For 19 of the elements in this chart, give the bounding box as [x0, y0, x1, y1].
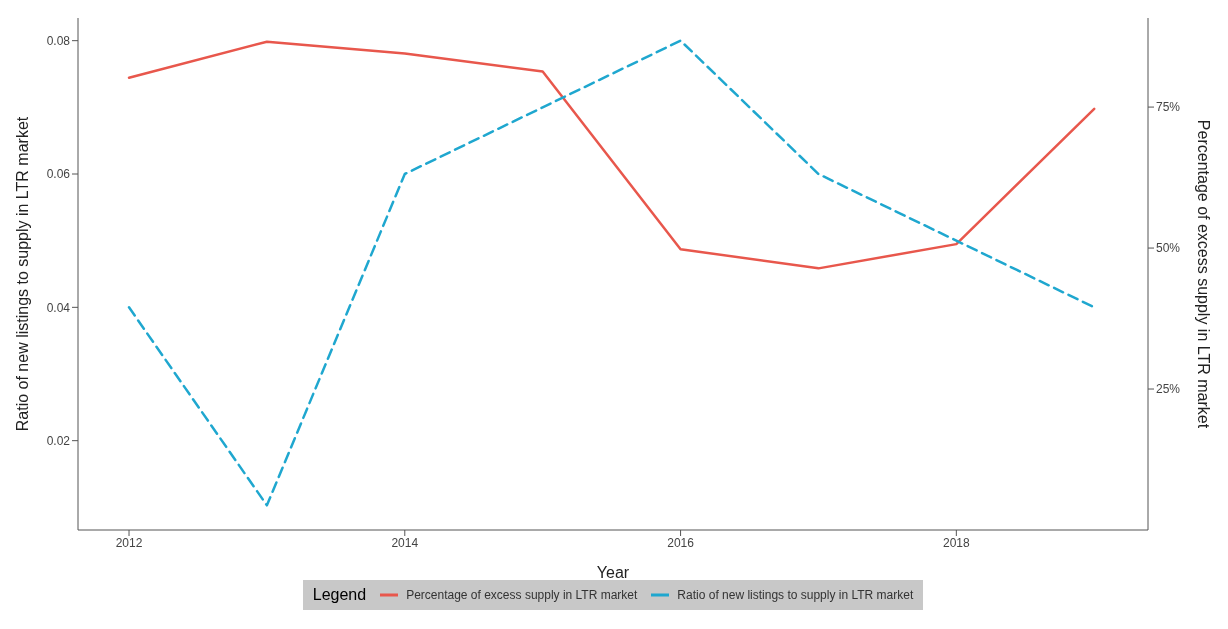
y-tick-label: 0.08	[46, 33, 71, 48]
x-axis-title: Year	[596, 564, 630, 581]
legend-title: Legend	[312, 586, 367, 604]
x-tick-label: 2012	[115, 535, 143, 550]
y-tick-label: 0.02	[46, 433, 71, 448]
line-series	[127, 39, 1096, 507]
y-tick-label: 0.06	[46, 167, 71, 182]
x-tick-label: 2018	[942, 535, 971, 550]
y2-tick-label: 75%	[1156, 100, 1181, 115]
x-tick-label: 2016	[667, 535, 695, 550]
y-axis-title: Ratio of new listings to supply in LTR market	[13, 116, 31, 432]
y-tick-label: 0.04	[46, 300, 71, 315]
x-tick-label: 2014	[391, 535, 419, 550]
line-series	[127, 40, 1096, 270]
y2-axis-title: Percentage of excess supply in LTR market	[1195, 119, 1213, 429]
legend-label: Ratio of new listings to supply in LTR market	[677, 588, 914, 602]
y2-tick-label: 50%	[1156, 241, 1181, 256]
legend-label: Percentage of excess supply in LTR market	[406, 588, 638, 602]
y2-tick-label: 25%	[1156, 382, 1181, 397]
